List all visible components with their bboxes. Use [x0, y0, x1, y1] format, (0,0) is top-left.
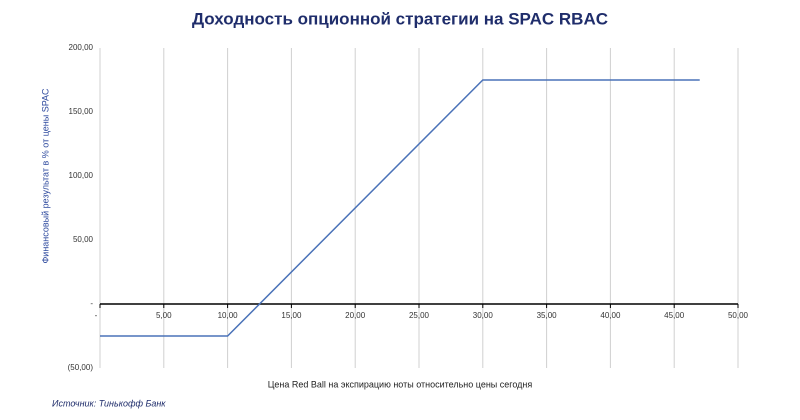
x-tick-label: 25,00 [409, 311, 430, 320]
x-tick-label: 30,00 [473, 311, 494, 320]
y-tick-label: (50,00) [68, 363, 94, 372]
source: Источник: Тинькофф Банк [52, 398, 166, 408]
x-tick-label: 35,00 [537, 311, 558, 320]
y-axis-label: Финансовый результат в % от цены SPAC [40, 88, 50, 264]
y-tick-label: 200,00 [69, 43, 94, 52]
x-tick-label: 45,00 [664, 311, 685, 320]
x-tick-label: 10,00 [218, 311, 239, 320]
x-tick-label: 5,00 [156, 311, 172, 320]
line [100, 79, 700, 337]
x-tick-label: 15,00 [281, 311, 302, 320]
y-tick-label: 50,00 [73, 235, 94, 244]
y-tick-label: 150,00 [69, 107, 94, 116]
x-tick-label: 20,00 [345, 311, 366, 320]
x-tick-label: 40,00 [600, 311, 621, 320]
x-tick-label: 50,00 [728, 311, 749, 320]
x-axis-label: Цена Red Ball на экспирацию ноты относит… [268, 379, 533, 389]
y-tick-label: 100,00 [69, 171, 94, 180]
chart-title: Доходность опционной стратегии на SPAC R… [192, 9, 608, 28]
y-tick-label: - [90, 299, 93, 308]
x-tick-label: - [95, 311, 98, 320]
